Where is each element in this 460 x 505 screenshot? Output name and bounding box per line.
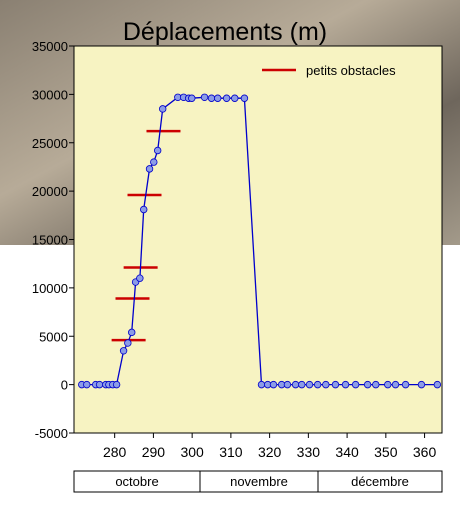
point	[140, 205, 148, 214]
chart-title: Déplacements (m)	[123, 18, 327, 46]
x-tick-label: 360	[413, 444, 437, 460]
point	[150, 158, 158, 166]
point	[305, 380, 314, 389]
point	[417, 380, 426, 389]
point	[136, 274, 144, 282]
point	[291, 380, 300, 389]
point	[200, 93, 209, 101]
x-tick-label: 280	[103, 444, 127, 460]
y-tick-label: -5000	[35, 426, 68, 441]
point	[214, 94, 222, 102]
x-tick-label: 330	[297, 444, 321, 460]
point	[112, 380, 121, 389]
x-tick-label: 340	[335, 444, 359, 460]
point	[401, 380, 410, 389]
point	[372, 380, 380, 389]
x-tick-label: 300	[180, 444, 204, 460]
point	[240, 94, 249, 102]
point	[153, 146, 162, 155]
x-tick-label: 290	[142, 444, 166, 460]
y-tick-label: 10000	[32, 281, 68, 296]
y-tick-label: 20000	[32, 184, 68, 199]
point	[331, 380, 340, 389]
y-tick-label: 25000	[32, 136, 68, 151]
point	[95, 380, 104, 389]
point	[145, 165, 154, 173]
point	[231, 94, 239, 102]
point	[283, 380, 292, 389]
month-label: octobre	[115, 474, 158, 489]
point	[313, 380, 322, 389]
month-label: novembre	[230, 474, 288, 489]
month-boxes	[73, 470, 443, 493]
point	[159, 105, 167, 113]
point	[124, 339, 132, 347]
month-label: décembre	[351, 474, 409, 489]
point	[83, 380, 91, 389]
point	[207, 94, 216, 102]
point	[222, 94, 231, 102]
point	[119, 347, 128, 355]
x-tick-label: 320	[258, 444, 282, 460]
point	[351, 380, 360, 389]
point	[433, 380, 442, 389]
y-tick-label: 5000	[39, 329, 68, 344]
point	[363, 380, 372, 389]
point	[341, 380, 350, 389]
month-box	[317, 470, 443, 493]
point	[322, 380, 330, 389]
point	[384, 380, 392, 389]
point	[257, 380, 266, 389]
point	[298, 380, 306, 389]
y-tick-label: 15000	[32, 233, 68, 248]
y-tick-label: 0	[61, 378, 68, 393]
x-tick-label: 310	[219, 444, 243, 460]
point	[391, 380, 400, 389]
plot-area	[73, 45, 443, 434]
point	[269, 380, 278, 389]
point	[188, 94, 196, 102]
x-tick-label: 350	[374, 444, 398, 460]
y-tick-label: 30000	[32, 87, 68, 102]
legend-label: petits obstacles	[306, 63, 396, 78]
y-tick-label: 35000	[32, 39, 68, 54]
point	[128, 328, 136, 337]
